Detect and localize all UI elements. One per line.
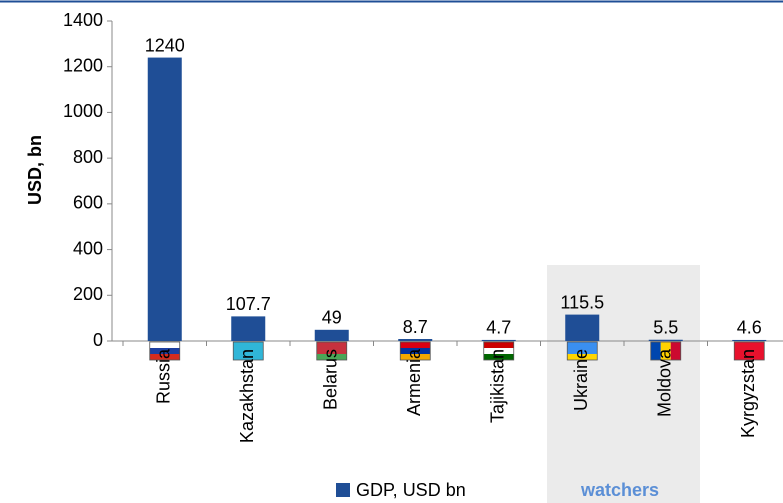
legend-swatch [336, 483, 350, 497]
value-label: 1240 [145, 35, 185, 55]
flag-stripe [149, 348, 180, 354]
flag-stripe [316, 348, 347, 354]
flag-stripe [400, 342, 431, 348]
flag-stripe [670, 342, 681, 360]
flag-stripe [233, 348, 264, 354]
flag-stripe [483, 348, 514, 354]
x-tick-label: Moldova [655, 348, 675, 417]
y-tick-label: 600 [73, 193, 103, 213]
y-tick-label: 200 [73, 284, 103, 304]
flag-stripe [149, 342, 180, 348]
y-tick-label: 1400 [63, 10, 103, 30]
y-tick-label: 1000 [63, 101, 103, 121]
flag-stripe [734, 342, 765, 348]
flag-stripe [400, 348, 431, 354]
y-tick-label: 400 [73, 238, 103, 258]
flag-stripe [483, 342, 514, 348]
flag-border [566, 341, 598, 361]
value-label: 5.5 [653, 317, 678, 337]
flag-stripe [567, 354, 598, 360]
flag-border [650, 341, 682, 361]
flag-stripe [400, 354, 431, 360]
bar [314, 329, 349, 341]
annotation: watchers [580, 480, 659, 500]
value-label: 107.7 [226, 294, 271, 314]
x-tick-label: Russia [154, 348, 174, 404]
flag-border [149, 341, 181, 361]
y-tick-label: 800 [73, 147, 103, 167]
legend-label: GDP, USD bn [356, 480, 466, 500]
x-tick-label: Ukraine [571, 349, 591, 411]
x-tick-label: Kazakhstan [237, 349, 257, 443]
bar [648, 339, 683, 341]
value-label: 8.7 [403, 317, 428, 337]
y-tick-label: 0 [93, 330, 103, 350]
bar [481, 339, 516, 341]
value-label: 4.7 [486, 318, 511, 338]
flag-stripe [650, 342, 661, 360]
bar [732, 339, 767, 341]
watchers-shade [547, 265, 700, 503]
value-label: 115.5 [560, 292, 604, 312]
flag-border [483, 341, 515, 361]
flag-border [733, 341, 765, 361]
y-axis-label: USD, bn [25, 135, 45, 205]
y-tick-label: 1200 [63, 55, 103, 75]
flag-stripe [149, 354, 180, 360]
bar [565, 314, 600, 341]
value-label: 49 [322, 308, 342, 328]
x-tick-label: Kyrgyzstan [738, 349, 758, 438]
flag-stripe [660, 342, 671, 360]
flag-stripe [316, 354, 347, 360]
flag-stripe [316, 342, 347, 348]
flag-stripe [734, 354, 765, 360]
flag-border [399, 341, 431, 361]
bar [147, 57, 182, 341]
flag-border [316, 341, 348, 361]
flag-border [232, 341, 264, 361]
flag-stripe [233, 354, 264, 360]
flag-stripe [734, 348, 765, 354]
value-label: 4.6 [737, 318, 762, 338]
flag-stripe [233, 342, 264, 348]
x-tick-label: Tajikistan [488, 349, 508, 423]
flag-stripe [567, 342, 598, 348]
x-tick-label: Armenia [404, 348, 424, 416]
x-tick-label: Belarus [321, 349, 341, 410]
bar [398, 339, 433, 341]
bar [231, 316, 266, 341]
flag-stripe [567, 348, 598, 354]
flag-stripe [483, 354, 514, 360]
